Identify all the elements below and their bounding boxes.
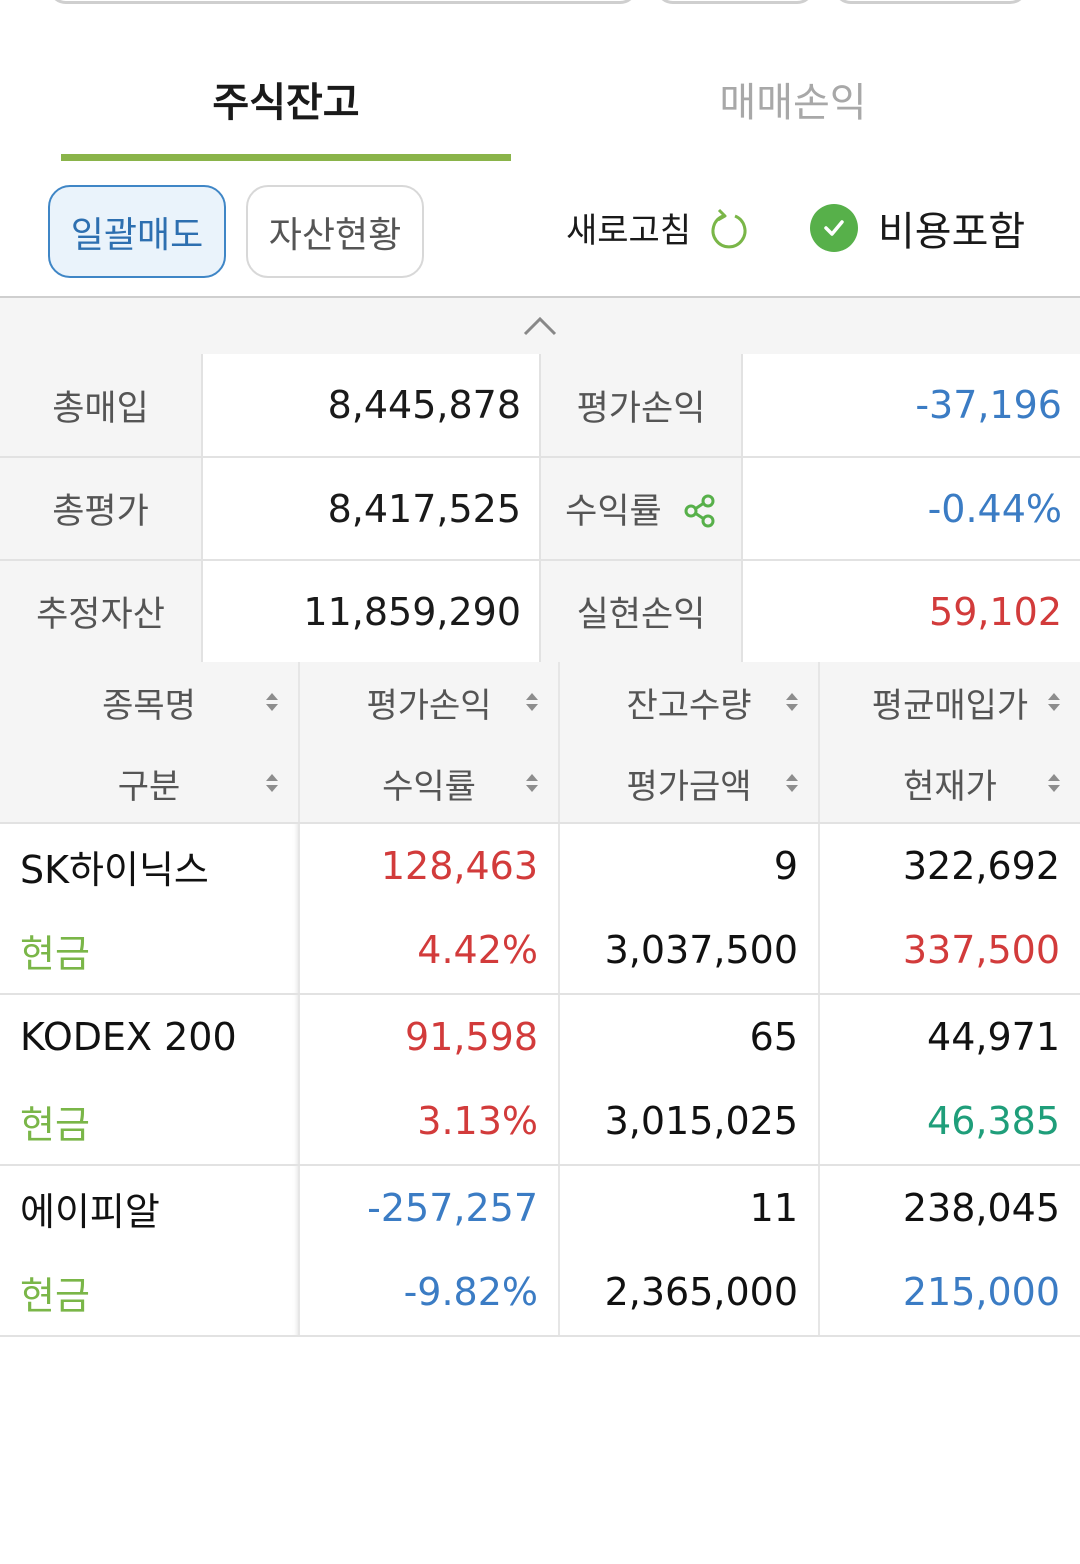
return-rate: 4.42% <box>417 928 538 972</box>
return-rate: 3.13% <box>417 1099 538 1143</box>
toolbar: 일괄매도 자산현황 새로고침 비용포함 <box>0 185 1080 280</box>
header-label: 구분 <box>117 767 181 807</box>
avg-price: 44,971 <box>927 1015 1060 1059</box>
est-assets-label: 추정자산 <box>0 560 202 664</box>
tab-stock-balance[interactable]: 주식잔고 <box>212 80 360 126</box>
sort-return-header[interactable]: 수익률 <box>300 743 558 824</box>
total-buy-value: 8,445,878 <box>201 354 540 458</box>
summary-table: 총매입 8,445,878 평가손익 -37,196 총평가 8,417,525… <box>0 354 1080 664</box>
header-label: 평가금액 <box>626 767 752 807</box>
est-assets-value: 11,859,290 <box>201 560 540 664</box>
eval-pl: 128,463 <box>380 844 538 888</box>
quantity: 65 <box>749 1015 798 1059</box>
refresh-button[interactable]: 새로고침 <box>566 203 749 252</box>
realized-pl-label: 실현손익 <box>539 560 742 664</box>
eval-amount: 2,365,000 <box>604 1270 798 1314</box>
total-buy-label: 총매입 <box>0 354 202 458</box>
eval-pl-value: -37,196 <box>741 354 1080 458</box>
current-price: 46,385 <box>927 1099 1060 1143</box>
share-icon[interactable] <box>683 494 717 528</box>
table-row[interactable]: KODEX 200 현금 91,598 3.13% 65 3,015,025 4… <box>0 995 1080 1166</box>
sort-icon <box>266 693 278 713</box>
account-type: 현금 <box>20 931 90 976</box>
bulk-sell-button[interactable]: 일괄매도 <box>48 185 226 278</box>
active-tab-indicator <box>61 154 511 161</box>
filter-button-remnant[interactable] <box>655 0 815 4</box>
sort-icon <box>266 774 278 794</box>
sort-icon <box>786 693 798 713</box>
eval-amount: 3,015,025 <box>604 1099 798 1143</box>
account-type: 현금 <box>20 1273 90 1318</box>
chevron-up-icon <box>523 316 557 336</box>
header-label: 종목명 <box>102 686 196 726</box>
sort-icon <box>526 774 538 794</box>
tab-trade-pl[interactable]: 매매손익 <box>719 80 867 126</box>
header-label: 현재가 <box>903 767 997 807</box>
summary-collapse-toggle[interactable] <box>0 296 1080 354</box>
header-label: 평균매입가 <box>871 686 1029 726</box>
sort-icon <box>1048 774 1060 794</box>
holdings-grid: 종목명 구분 평가손익 수익률 잔고수량 평가금액 평균매입가 현재가 SK하이… <box>0 662 1080 1337</box>
asset-status-button[interactable]: 자산현황 <box>246 185 424 278</box>
current-price: 215,000 <box>902 1270 1060 1314</box>
eval-pl: 91,598 <box>405 1015 538 1059</box>
quantity: 9 <box>773 844 798 888</box>
sort-eval-pl-header[interactable]: 평가손익 <box>300 662 558 743</box>
sort-type-header[interactable]: 구분 <box>0 743 298 824</box>
realized-pl-value: 59,102 <box>741 560 1080 664</box>
table-row[interactable]: 에이피알 현금 -257,257 -9.82% 11 2,365,000 238… <box>0 1166 1080 1337</box>
search-field-remnant[interactable] <box>48 0 638 4</box>
grid-header: 종목명 구분 평가손익 수익률 잔고수량 평가금액 평균매입가 현재가 <box>0 662 1080 824</box>
avg-price: 322,692 <box>902 844 1060 888</box>
refresh-icon <box>711 208 747 248</box>
sort-icon <box>526 693 538 713</box>
refresh-label: 새로고침 <box>566 211 692 251</box>
sort-cur-price-header[interactable]: 현재가 <box>820 743 1080 824</box>
check-circle-icon <box>810 204 858 252</box>
sort-qty-header[interactable]: 잔고수량 <box>560 662 818 743</box>
account-type: 현금 <box>20 1102 90 1147</box>
current-price: 337,500 <box>902 928 1060 972</box>
return-value: -0.44% <box>741 457 1080 561</box>
sort-icon <box>1048 693 1060 713</box>
sort-name-header[interactable]: 종목명 <box>0 662 298 743</box>
table-row[interactable]: SK하이닉스 현금 128,463 4.42% 9 3,037,500 322,… <box>0 824 1080 995</box>
stock-name: KODEX 200 <box>20 1015 237 1059</box>
filter-button-remnant-2[interactable] <box>833 0 1028 4</box>
eval-pl-label: 평가손익 <box>539 354 742 458</box>
header-label: 평가손익 <box>366 686 492 726</box>
return-rate: -9.82% <box>403 1270 538 1314</box>
stock-name: 에이피알 <box>20 1189 160 1234</box>
avg-price: 238,045 <box>902 1186 1060 1230</box>
quantity: 11 <box>749 1186 798 1230</box>
header-label: 수익률 <box>382 767 476 807</box>
tab-bar: 주식잔고 매매손익 <box>0 44 1080 164</box>
eval-amount: 3,037,500 <box>604 928 798 972</box>
sort-eval-amt-header[interactable]: 평가금액 <box>560 743 818 824</box>
header-label: 잔고수량 <box>626 686 752 726</box>
stock-name: SK하이닉스 <box>20 847 209 892</box>
include-fees-label: 비용포함 <box>878 209 1026 255</box>
sort-avg-price-header[interactable]: 평균매입가 <box>820 662 1080 743</box>
eval-pl: -257,257 <box>367 1186 538 1230</box>
total-eval-label: 총평가 <box>0 457 202 561</box>
total-eval-value: 8,417,525 <box>201 457 540 561</box>
return-label-cell[interactable]: 수익률 <box>539 457 742 561</box>
include-fees-toggle[interactable]: 비용포함 <box>810 199 1025 257</box>
sort-icon <box>786 774 798 794</box>
return-label: 수익률 <box>565 492 662 532</box>
